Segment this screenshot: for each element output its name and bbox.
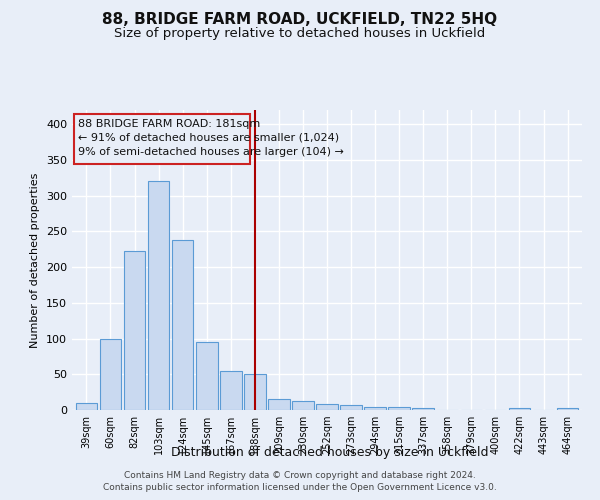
Text: 88 BRIDGE FARM ROAD: 181sqm: 88 BRIDGE FARM ROAD: 181sqm (78, 118, 260, 128)
Text: Distribution of detached houses by size in Uckfield: Distribution of detached houses by size … (171, 446, 489, 459)
Text: Size of property relative to detached houses in Uckfield: Size of property relative to detached ho… (115, 28, 485, 40)
Bar (292, 400, 314, 410)
Bar (316, 404, 338, 410)
Text: Contains HM Land Registry data © Crown copyright and database right 2024.
Contai: Contains HM Land Registry data © Crown c… (103, 471, 497, 492)
Bar (364, 407, 386, 410)
Bar (196, 342, 218, 410)
Y-axis label: Number of detached properties: Number of detached properties (31, 172, 40, 348)
Bar (412, 408, 434, 410)
Bar (100, 338, 121, 410)
Bar (268, 400, 290, 410)
Bar (124, 250, 145, 410)
Text: 88, BRIDGE FARM ROAD, UCKFIELD, TN22 5HQ: 88, BRIDGE FARM ROAD, UCKFIELD, TN22 5HQ (103, 12, 497, 28)
Bar (388, 407, 410, 410)
Bar (557, 408, 578, 410)
Bar (244, 374, 266, 410)
Bar (340, 405, 362, 410)
Text: ← 91% of detached houses are smaller (1,024): ← 91% of detached houses are smaller (1,… (78, 133, 339, 143)
Bar (220, 372, 242, 410)
Bar (509, 408, 530, 410)
Bar (148, 182, 169, 410)
Bar (76, 403, 97, 410)
Text: 9% of semi-detached houses are larger (104) →: 9% of semi-detached houses are larger (1… (78, 147, 344, 157)
Bar (172, 240, 193, 410)
Bar (74, 114, 250, 164)
